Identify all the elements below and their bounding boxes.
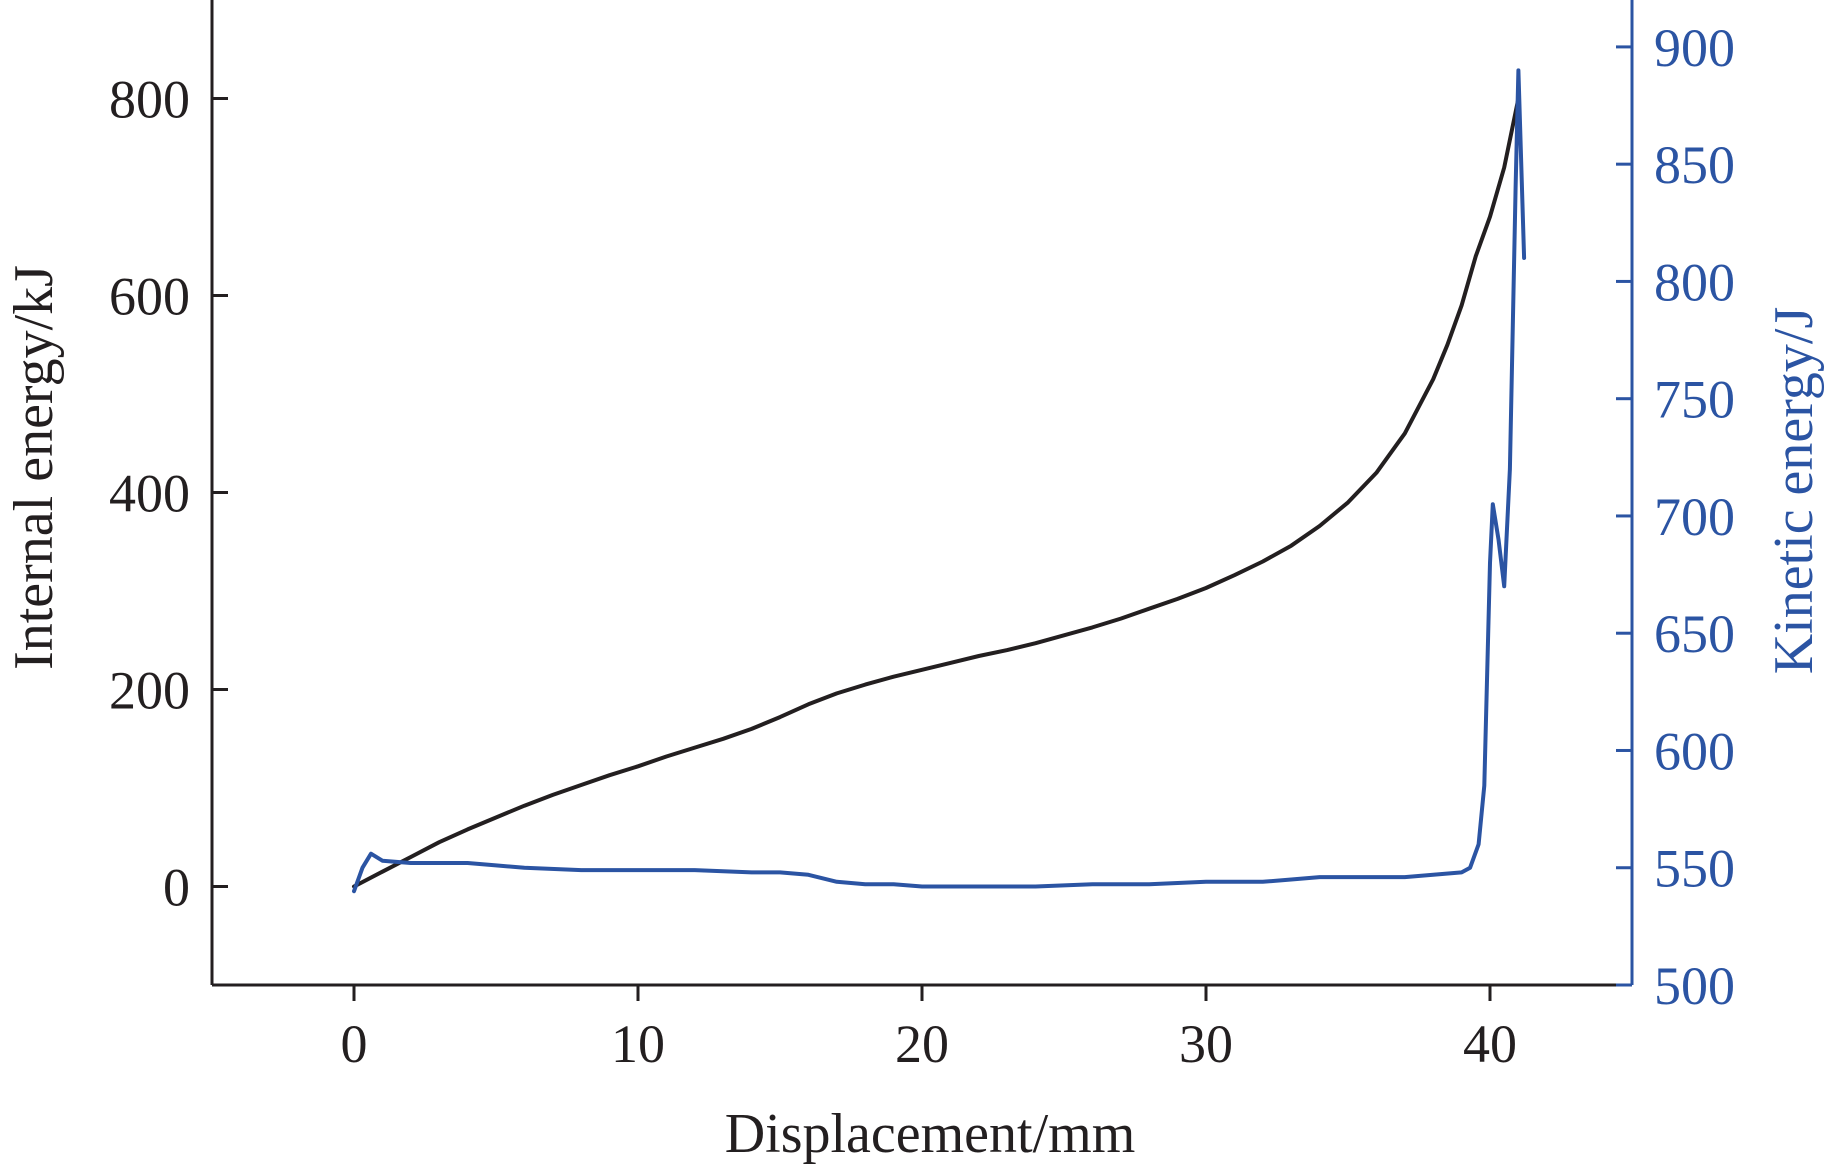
right-y-axis-title: Kinetic energy/J bbox=[1763, 307, 1825, 675]
left-y-axis-title: Internal energy/kJ bbox=[3, 265, 65, 670]
right-y-tick-label: 700 bbox=[1654, 487, 1735, 547]
right-y-tick-label: 850 bbox=[1654, 135, 1735, 195]
left-y-tick-label: 800 bbox=[109, 70, 190, 130]
tick-labels: 0 10 20 30 400200400600800500550600650700750… bbox=[109, 18, 1735, 1074]
x-tick-label: 0 bbox=[341, 1014, 368, 1074]
right-y-tick-label: 650 bbox=[1654, 604, 1735, 664]
right-y-tick-label: 600 bbox=[1654, 721, 1735, 781]
right-y-tick-label: 750 bbox=[1654, 370, 1735, 430]
x-tick-label: 10 bbox=[611, 1014, 665, 1074]
axes bbox=[210, 0, 1634, 1001]
right-y-tick-label: 500 bbox=[1654, 956, 1735, 1016]
x-tick-label: 30 bbox=[1179, 1014, 1233, 1074]
series-layer bbox=[352, 68, 1527, 894]
x-axis-title: Displacement/mm bbox=[725, 1103, 1136, 1165]
x-tick-label: 20 bbox=[895, 1014, 949, 1074]
kinetic-energy-series-line bbox=[352, 68, 1527, 894]
left-y-tick-label: 600 bbox=[109, 267, 190, 327]
left-y-tick-label: 400 bbox=[109, 464, 190, 524]
internal-energy-series-line bbox=[352, 96, 1521, 889]
right-y-tick-label: 550 bbox=[1654, 839, 1735, 899]
right-y-tick-label: 900 bbox=[1654, 18, 1735, 78]
right-y-tick-label: 800 bbox=[1654, 252, 1735, 312]
left-y-tick-label: 200 bbox=[109, 661, 190, 721]
left-y-tick-label: 0 bbox=[163, 858, 190, 918]
x-tick-label: 40 bbox=[1463, 1014, 1517, 1074]
